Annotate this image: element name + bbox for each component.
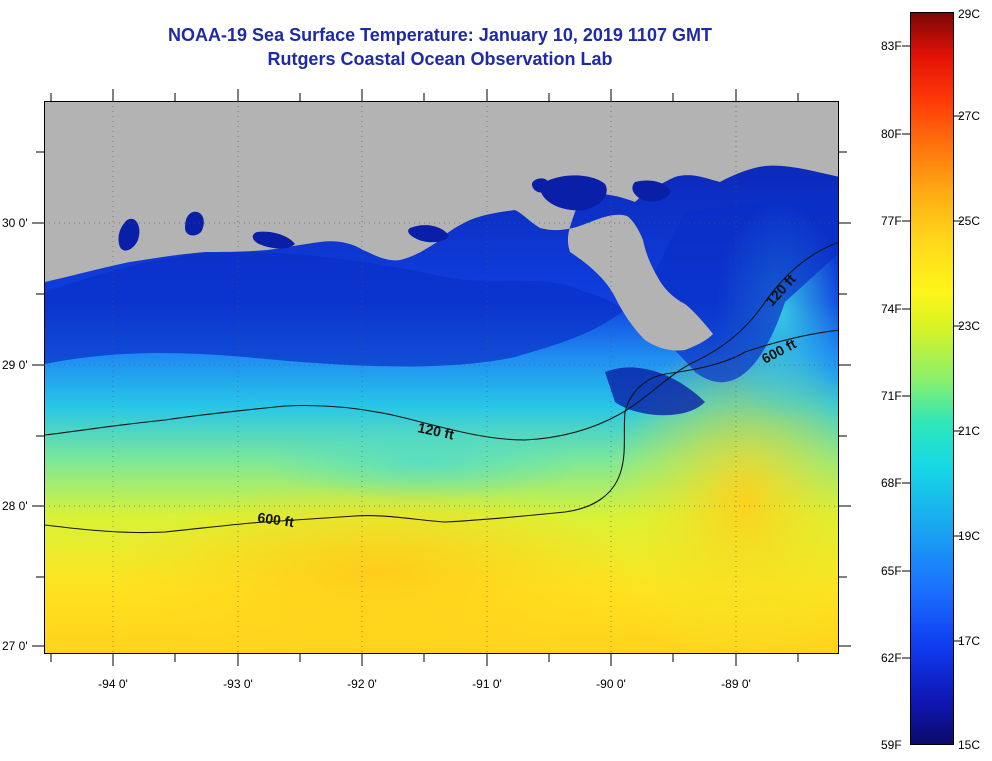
lake-borgne <box>632 180 671 202</box>
colorbar-label-21c: 21C <box>958 424 981 438</box>
lon-label-94: -94 0' <box>98 677 128 691</box>
cool-water-plume <box>265 422 585 502</box>
colorbar-label-25c: 25C <box>958 214 981 228</box>
colorbar-label-83f: 83F <box>881 39 902 53</box>
colorbar-label-71f: 71F <box>881 389 902 403</box>
lat-label-28: 28 0' <box>2 499 28 513</box>
delta-cold-plume <box>605 367 705 416</box>
colorbar-label-68f: 68F <box>881 476 902 490</box>
lake-grand <box>252 231 295 249</box>
title-line-2: Rutgers Coastal Ocean Observation Lab <box>267 49 613 69</box>
lon-label-89: -89 0' <box>721 677 751 691</box>
sst-map: 120 ft 600 ft 120 ft 600 ft <box>44 101 839 654</box>
colorbar-label-62f: 62F <box>881 651 902 665</box>
lon-label-90: -90 0' <box>596 677 626 691</box>
warm-water-patch <box>115 482 635 653</box>
coastal-cold-band <box>45 192 838 383</box>
colorbar-label-15c: 15C <box>958 738 981 752</box>
lon-label-93: -93 0' <box>223 677 253 691</box>
colorbar-label-80f: 80F <box>881 127 902 141</box>
colorbar-label-29c: 29C <box>958 7 981 21</box>
lon-label-91: -91 0' <box>472 677 502 691</box>
coastal-bays <box>408 225 449 243</box>
title-line-1: NOAA-19 Sea Surface Temperature: January… <box>168 25 712 45</box>
lake-maurepas <box>531 178 550 193</box>
contour-label-600ft-main: 600 ft <box>257 509 296 530</box>
colorbar-label-27c: 27C <box>958 109 981 123</box>
lake-calcasieu <box>185 211 204 236</box>
land-mass <box>45 102 838 351</box>
colorbar-label-65f: 65F <box>881 564 902 578</box>
contour-label-120ft-main: 120 ft <box>416 419 455 442</box>
lon-label-92: -92 0' <box>347 677 377 691</box>
sst-map-graphic: 120 ft 600 ft 120 ft 600 ft <box>45 102 838 653</box>
colorbar-label-77f: 77F <box>881 214 902 228</box>
lat-label-27: 27 0' <box>2 639 28 653</box>
lat-label-30: 30 0' <box>2 216 28 230</box>
temperature-colorbar <box>910 12 954 745</box>
lat-label-29: 29 0' <box>2 358 28 372</box>
colorbar-label-74f: 74F <box>881 302 902 316</box>
contour-120ft-west <box>45 242 838 441</box>
colorbar-label-19c: 19C <box>958 529 981 543</box>
lake-sabine <box>118 218 140 251</box>
lake-pontchartrain <box>540 175 607 211</box>
colorbar-label-23c: 23C <box>958 319 981 333</box>
contour-600ft-west <box>45 329 838 534</box>
colorbar-label-59f: 59F <box>881 738 902 752</box>
colorbar-label-17c: 17C <box>958 634 981 648</box>
